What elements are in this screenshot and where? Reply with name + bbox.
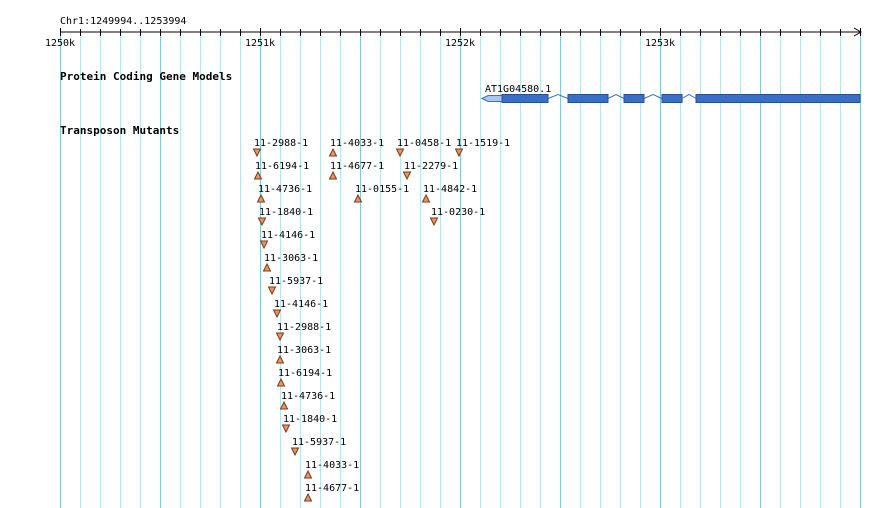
insert-up-triangle-icon[interactable] [262,262,272,272]
transposon-insert-list: 11-2988-1 11-4033-1 11-0458-1 11-1519-1 11-6… [252,138,511,502]
transposon-insert[interactable]: 11-6194-1 [253,161,310,180]
transposon-insert[interactable]: 11-4033-1 [328,138,385,157]
transposon-insert-label[interactable]: 11-2279-1 [404,161,458,172]
insert-down-triangle-icon[interactable] [290,447,300,457]
region-label: Chr1:1249994..1253994 [60,16,186,27]
transposon-insert[interactable]: 11-0155-1 [353,184,410,203]
transposon-insert-label[interactable]: 11-4146-1 [274,299,328,310]
transposon-insert-label[interactable]: 11-0230-1 [431,207,485,218]
gene-exon[interactable] [661,94,683,103]
transposon-insert[interactable]: 11-5937-1 [267,276,324,296]
transposon-insert-label[interactable]: 11-4842-1 [423,184,477,195]
insert-down-triangle-icon[interactable] [257,217,267,227]
insert-up-triangle-icon[interactable] [253,170,263,180]
transposon-insert-label[interactable]: 11-4736-1 [281,391,335,402]
ruler-tick-label: 1250k [45,38,75,49]
insert-down-triangle-icon[interactable] [252,148,262,158]
transposon-insert[interactable]: 11-1840-1 [257,207,314,227]
transposon-insert-label[interactable]: 11-4146-1 [261,230,315,241]
transposon-insert-label[interactable]: 11-3063-1 [264,253,318,264]
transposon-insert-label[interactable]: 11-1840-1 [283,414,337,425]
insert-down-triangle-icon[interactable] [267,286,277,296]
transposon-insert-label[interactable]: 11-6194-1 [278,368,332,379]
transposon-insert[interactable]: 11-5937-1 [290,437,347,457]
track-transposon-mutants[interactable]: Transposon Mutants 11-2988-1 11-4033-1 11-… [60,124,511,502]
transposon-insert-label[interactable]: 11-5937-1 [292,437,346,448]
transposon-insert-label[interactable]: 11-0155-1 [355,184,409,195]
gene-exon[interactable] [501,94,549,103]
ruler-tick-label: 1252k [445,38,475,49]
gene-intron [607,93,625,99]
transposon-insert-label[interactable]: 11-4736-1 [258,184,312,195]
transposon-insert[interactable]: 11-6194-1 [276,368,333,387]
gene-exon[interactable] [567,94,609,103]
gene-exon[interactable] [695,94,861,103]
transposon-insert-label[interactable]: 11-1840-1 [259,207,313,218]
transposon-insert[interactable]: 11-4677-1 [303,483,360,502]
insert-down-triangle-icon[interactable] [395,148,405,158]
transposon-insert[interactable]: 11-4736-1 [256,184,313,203]
insert-down-triangle-icon[interactable] [275,332,285,342]
insert-down-triangle-icon[interactable] [402,171,412,181]
gene-label[interactable]: AT1G04580.1 [485,84,551,95]
transposon-insert[interactable]: 11-4677-1 [328,161,385,180]
ruler-tick-label: 1251k [245,38,275,49]
insert-up-triangle-icon[interactable] [328,147,338,157]
insert-up-triangle-icon[interactable] [256,193,266,203]
insert-down-triangle-icon[interactable] [259,240,269,250]
transposon-insert-label[interactable]: 11-4677-1 [330,161,384,172]
insert-up-triangle-icon[interactable] [353,193,363,203]
gene-intron [643,93,663,99]
transposon-insert[interactable]: 11-1840-1 [281,414,338,434]
position-ruler[interactable]: Chr1:1249994..1253994 1250k 1251k 1252k 125… [45,16,863,49]
insert-up-triangle-icon[interactable] [279,400,289,410]
insert-up-triangle-icon[interactable] [276,377,286,387]
transposon-insert-label[interactable]: 11-0458-1 [397,138,451,149]
insert-up-triangle-icon[interactable] [328,170,338,180]
ruler-tick-label: 1253k [645,38,675,49]
transposon-insert[interactable]: 11-1519-1 [454,138,511,158]
gene-exon[interactable] [623,94,645,103]
transposon-insert[interactable]: 11-4736-1 [279,391,336,410]
transposon-insert-label[interactable]: 11-3063-1 [277,345,331,356]
insert-up-triangle-icon[interactable] [421,193,431,203]
transposon-insert-label[interactable]: 11-4033-1 [305,460,359,471]
transposon-insert-label[interactable]: 11-6194-1 [255,161,309,172]
track-title-gene-models: Protein Coding Gene Models [60,70,232,83]
gene-intron [681,93,697,99]
transposon-insert[interactable]: 11-2988-1 [275,322,332,342]
transposon-insert-label[interactable]: 11-1519-1 [456,138,510,149]
transposon-insert-label[interactable]: 11-2988-1 [277,322,331,333]
transposon-insert[interactable]: 11-4146-1 [259,230,316,250]
transposon-insert[interactable]: 11-4146-1 [272,299,329,319]
gene-intron [547,93,569,99]
transposon-insert[interactable]: 11-4033-1 [303,460,360,479]
gene-utr-arrow-icon[interactable] [480,95,503,102]
transposon-insert[interactable]: 11-0458-1 [395,138,452,158]
transposon-insert-label[interactable]: 11-4033-1 [330,138,384,149]
transposon-insert[interactable]: 11-3063-1 [275,345,332,364]
transposon-insert[interactable]: 11-2279-1 [402,161,459,181]
transposon-insert[interactable]: 11-2988-1 [252,138,309,158]
insert-down-triangle-icon[interactable] [281,424,291,434]
insert-up-triangle-icon[interactable] [303,469,313,479]
grid-lines [60,34,861,508]
insert-down-triangle-icon[interactable] [454,148,464,158]
transposon-insert[interactable]: 11-4842-1 [421,184,478,203]
track-title-transposon-mutants: Transposon Mutants [60,124,179,137]
transposon-insert-label[interactable]: 11-2988-1 [254,138,308,149]
insert-down-triangle-icon[interactable] [429,217,439,227]
transposon-insert[interactable]: 11-3063-1 [262,253,319,272]
insert-up-triangle-icon[interactable] [303,492,313,502]
track-protein-coding-gene-models[interactable]: Protein Coding Gene Models AT1G04580.1 [60,70,861,103]
gene-model-AT1G04580[interactable] [480,93,861,103]
insert-up-triangle-icon[interactable] [275,354,285,364]
ruler-ticks: 1250k 1251k 1252k 1253k [45,28,861,49]
transposon-insert-label[interactable]: 11-5937-1 [269,276,323,287]
transposon-insert-label[interactable]: 11-4677-1 [305,483,359,494]
insert-down-triangle-icon[interactable] [272,309,282,319]
transposon-insert[interactable]: 11-0230-1 [429,207,486,227]
